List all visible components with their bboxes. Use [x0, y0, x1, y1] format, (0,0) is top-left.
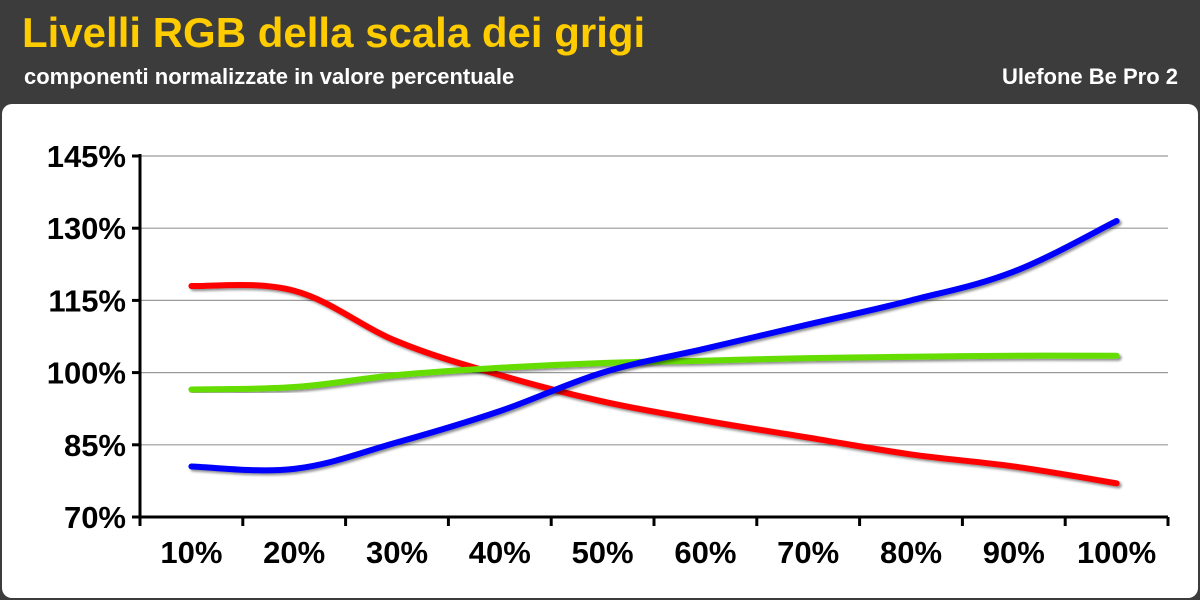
x-tick-label: 60%	[674, 535, 736, 570]
grid-lines	[140, 155, 1168, 446]
header: Livelli RGB della scala dei grigi compon…	[0, 0, 1200, 100]
chart-subtitle: componenti normalizzate in valore percen…	[24, 64, 515, 89]
x-tick-label: 70%	[777, 535, 839, 570]
x-tick-labels: 10% 20% 30% 40% 50% 60% 70% 80% 90% 100%	[160, 535, 1156, 570]
x-tick-label: 30%	[366, 535, 428, 570]
chart-title: Livelli RGB della scala dei grigi	[22, 9, 646, 56]
y-tick-label: 70%	[64, 500, 126, 535]
x-tick-label: 40%	[469, 535, 531, 570]
x-tick-label: 80%	[880, 535, 942, 570]
series-line-0	[188, 281, 1120, 487]
x-tick-label: 90%	[983, 535, 1045, 570]
x-tick-label: 20%	[263, 535, 325, 570]
axes	[132, 154, 1170, 526]
y-tick-label: 130%	[47, 211, 126, 246]
y-tick-label: 100%	[47, 356, 126, 391]
y-tick-label: 115%	[48, 283, 126, 318]
y-tick-label: 145%	[47, 139, 126, 174]
x-tick-label: 50%	[572, 535, 634, 570]
x-tick-label: 100%	[1077, 535, 1156, 570]
y-tick-labels: 70% 85% 100% 115% 130% 145%	[47, 139, 126, 535]
y-tick-label: 85%	[64, 428, 126, 463]
series-lines	[188, 217, 1120, 487]
x-tick-label: 10%	[160, 535, 222, 570]
series-line-2	[188, 217, 1120, 474]
device-name: Ulefone Be Pro 2	[1001, 64, 1178, 89]
